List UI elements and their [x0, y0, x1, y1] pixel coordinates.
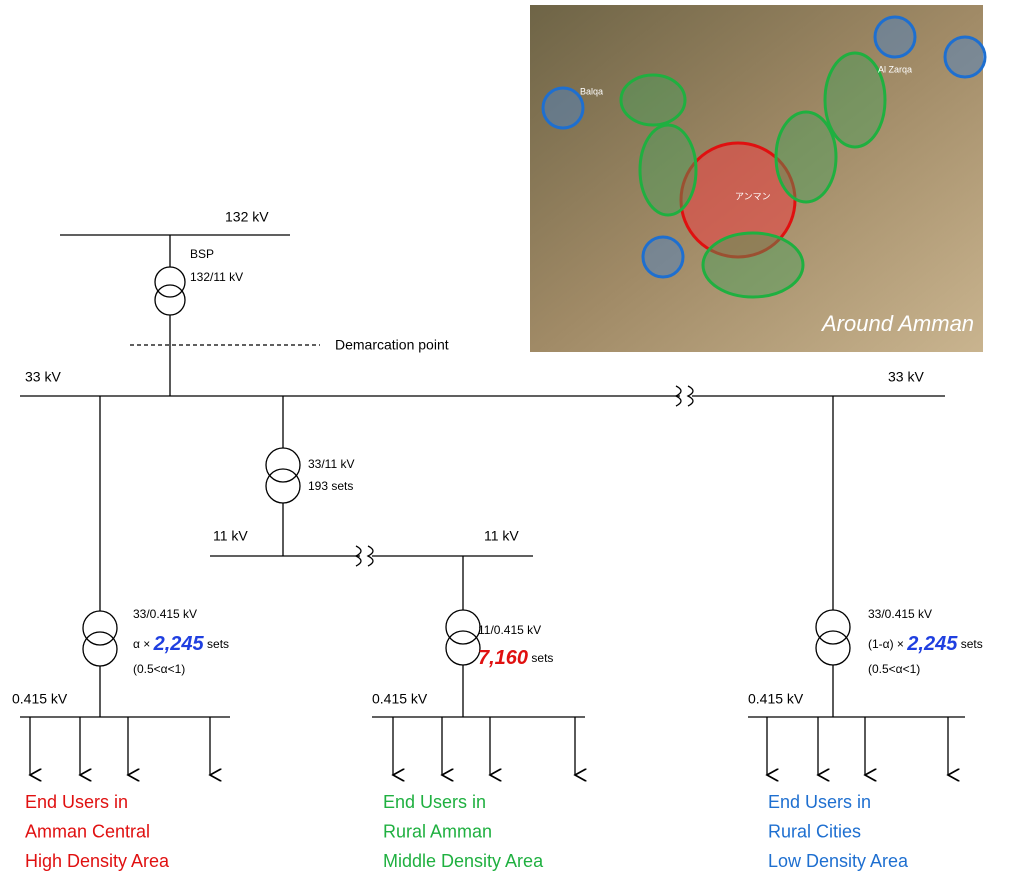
transformer [266, 448, 300, 482]
transformer [446, 610, 480, 644]
transformer [816, 610, 850, 644]
count: 2,245 [906, 633, 958, 655]
zone-middle [776, 112, 836, 202]
zone-middle [621, 75, 685, 125]
label: (0.5<α<1) [133, 662, 185, 676]
branches: 0.415 kV 33/0.415 kV α × 2,245 sets (0.5<α… [12, 607, 983, 871]
transformer [155, 267, 185, 297]
user-label: End Users in [25, 792, 128, 812]
user-label: Low Density Area [768, 851, 909, 871]
transformer-count: α × 2,245 sets [133, 633, 229, 655]
transformer-count: 7,160 sets [478, 647, 553, 669]
place-label: Al Zarqa [878, 64, 912, 74]
zone-middle [825, 53, 885, 147]
label: BSP [190, 247, 214, 261]
factor: α × [133, 637, 150, 651]
unit: sets [207, 637, 229, 651]
bus-label: 0.415 kV [12, 691, 68, 707]
user-label: End Users in [768, 792, 871, 812]
user-label: Rural Amman [383, 821, 492, 841]
map-title: Around Amman [820, 311, 974, 336]
user-label: Amman Central [25, 821, 150, 841]
label: 33/0.415 kV [133, 607, 197, 621]
label: 33/0.415 kV [868, 607, 932, 621]
zone-low [543, 88, 583, 128]
count: 2,245 [153, 633, 205, 655]
diagram: Balqa Al Zarqa アンマン Around Amman 132 kV … [0, 0, 1019, 881]
bus-label: 11 kV [213, 528, 248, 544]
zone-low [875, 17, 915, 57]
bus-label: 0.415 kV [748, 691, 804, 707]
bus-label: 33 kV [888, 369, 924, 385]
transformer [83, 611, 117, 645]
bus-label: 0.415 kV [372, 691, 428, 707]
transformer-count: (1-α) × 2,245 sets [868, 633, 983, 655]
user-label: Rural Cities [768, 821, 861, 841]
zone-middle [703, 233, 803, 297]
transformer [83, 632, 117, 666]
label: 33/11 kV [308, 457, 354, 471]
bus-label: 132 kV [225, 209, 269, 225]
place-label: アンマン [735, 191, 771, 201]
unit: sets [531, 651, 553, 665]
zone-low [643, 237, 683, 277]
user-label: End Users in [383, 792, 486, 812]
zone-middle [640, 125, 696, 215]
transformer [446, 631, 480, 665]
user-label: High Density Area [25, 851, 170, 871]
zone-low [945, 37, 985, 77]
bus-label: 11 kV [484, 528, 519, 544]
unit: sets [961, 637, 983, 651]
label: 193 sets [308, 479, 353, 493]
place-label: Balqa [580, 86, 603, 96]
label: Demarcation point [335, 337, 449, 353]
bus-label: 33 kV [25, 369, 61, 385]
user-label: Middle Density Area [383, 851, 544, 871]
factor: (1-α) × [868, 637, 904, 651]
label: 11/0.415 kV [478, 623, 541, 637]
transformer [816, 631, 850, 665]
label: 132/11 kV [190, 270, 243, 284]
transformer [266, 469, 300, 503]
transformer [155, 285, 185, 315]
label: (0.5<α<1) [868, 662, 920, 676]
count: 7,160 [478, 647, 528, 669]
map: Balqa Al Zarqa アンマン Around Amman [530, 5, 985, 352]
